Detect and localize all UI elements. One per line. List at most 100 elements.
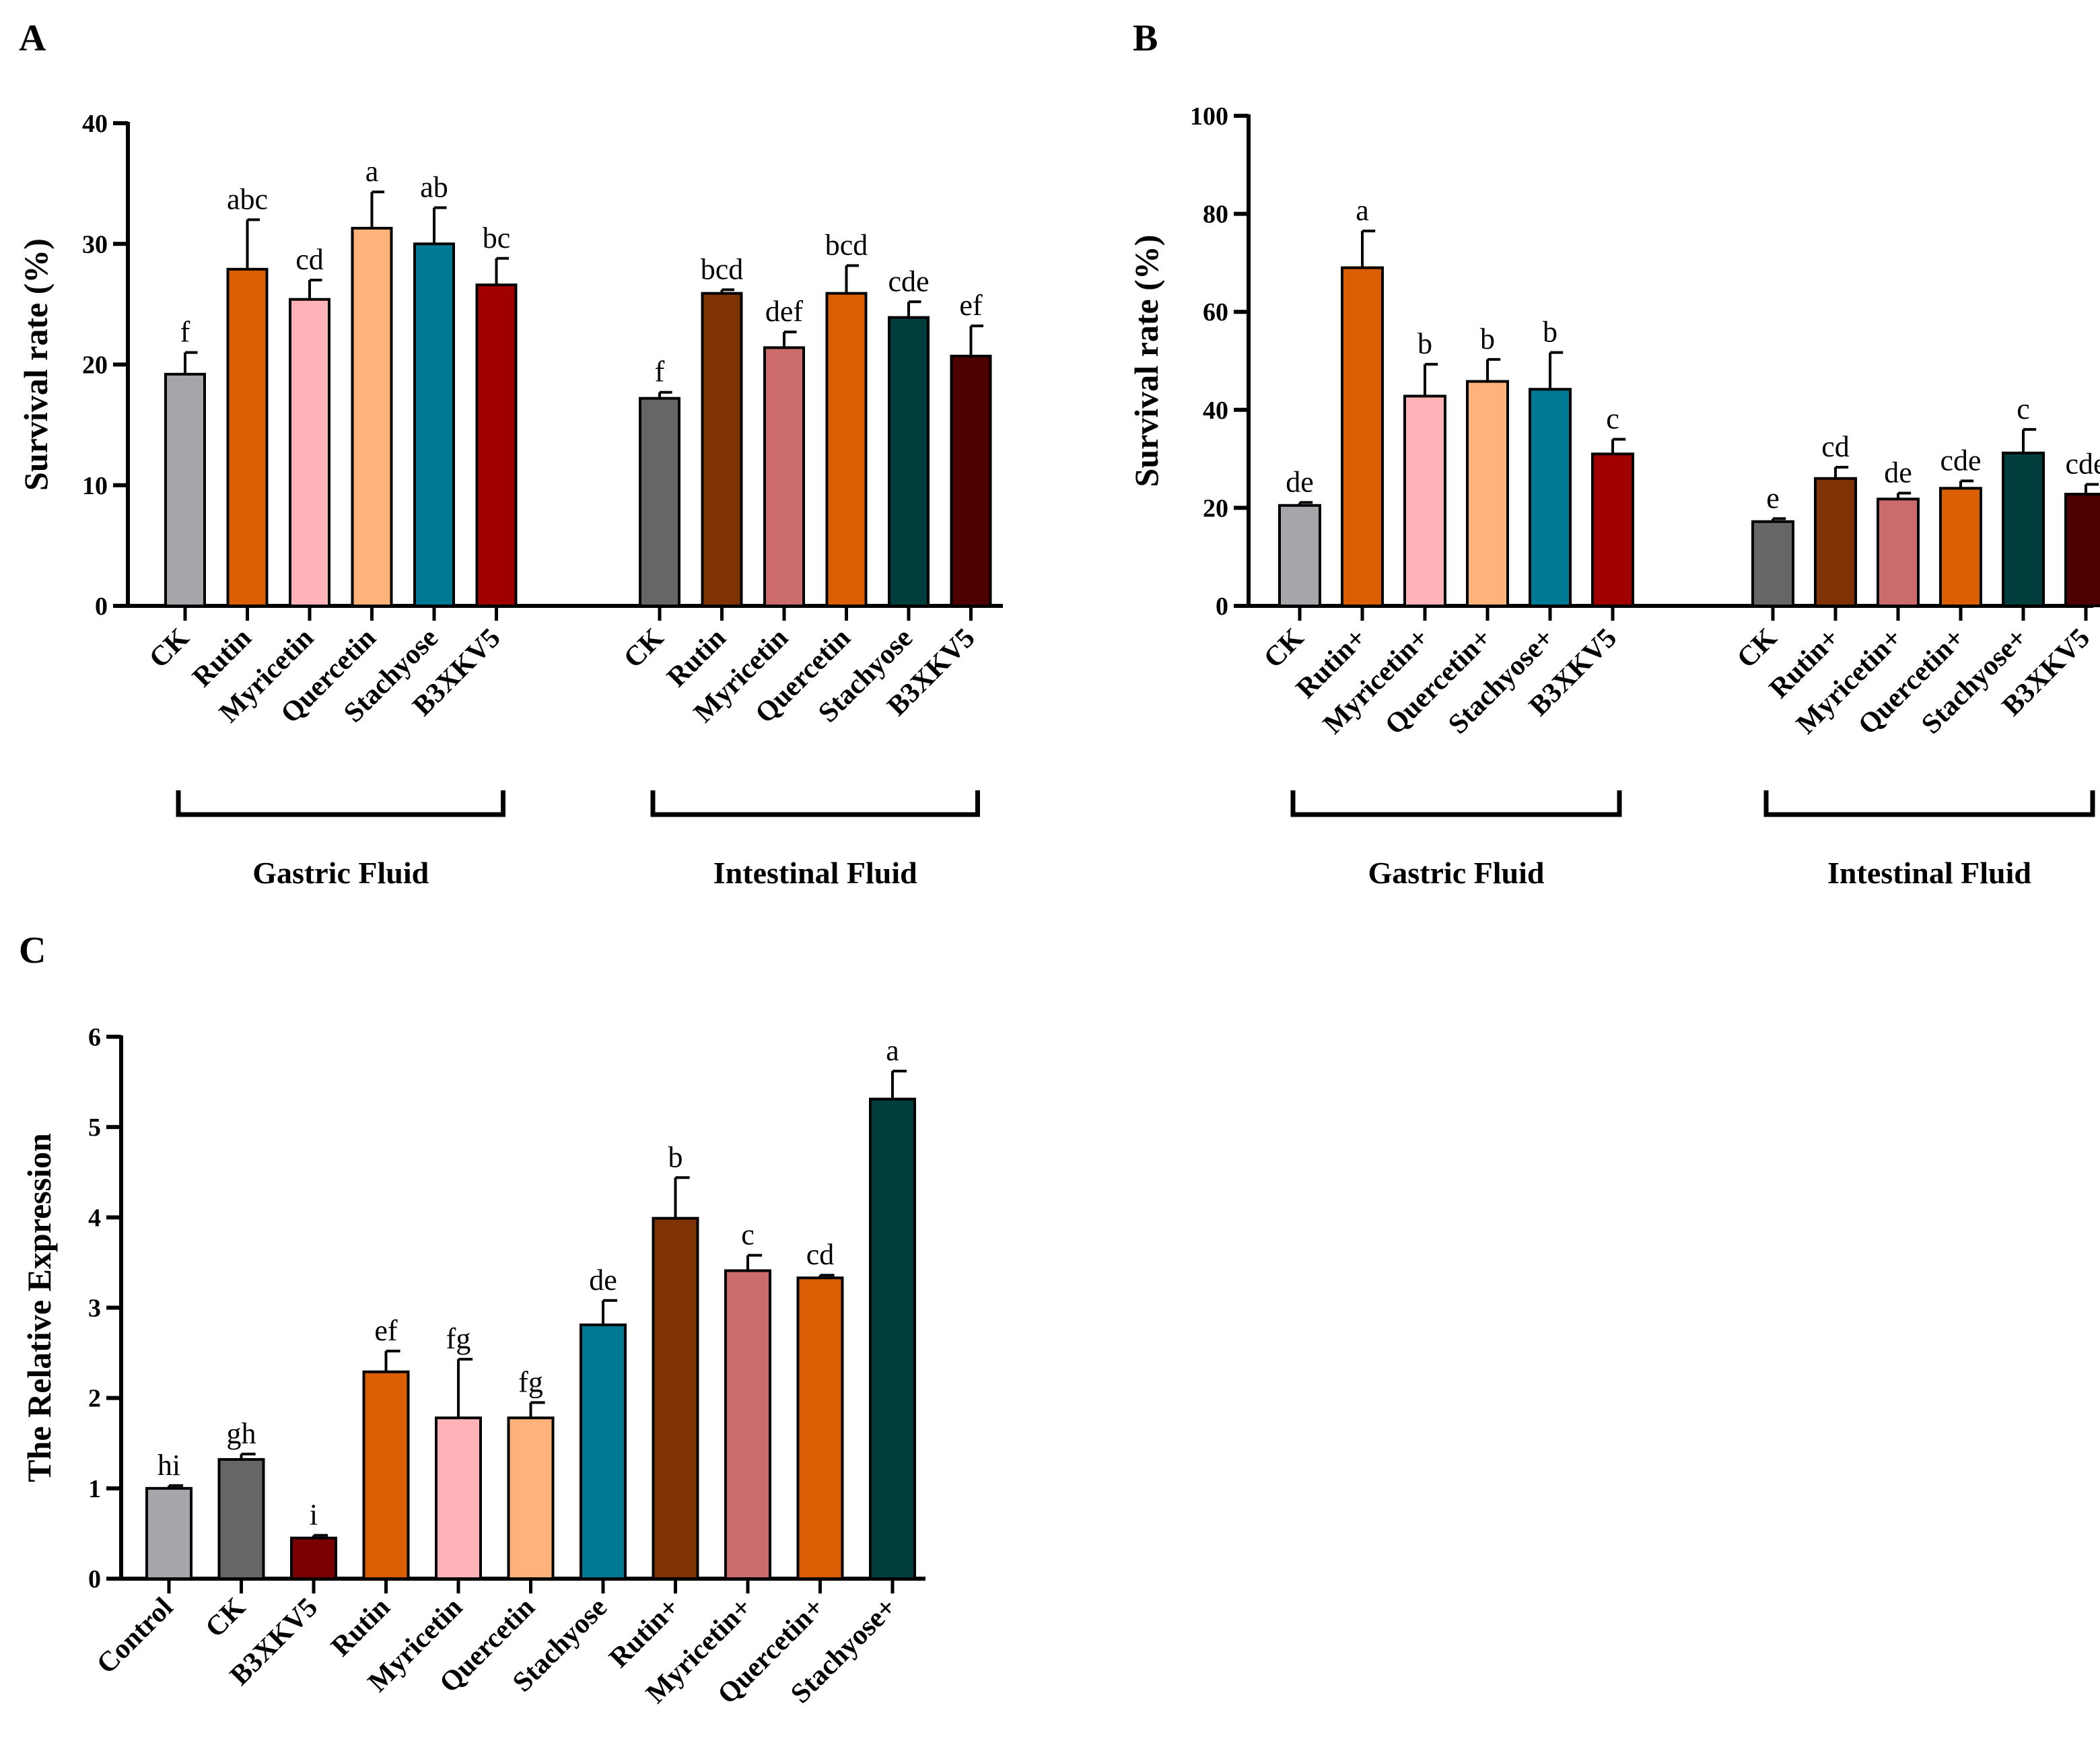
group-bracket	[650, 790, 980, 817]
bar	[1278, 504, 1321, 608]
category-label: CK	[199, 1591, 251, 1643]
panel-letter: B	[1133, 18, 1158, 59]
significance-label: f	[655, 355, 665, 388]
bar	[164, 372, 206, 608]
category-label: Control	[91, 1592, 179, 1680]
bar	[652, 1216, 699, 1581]
group-bracket	[1290, 790, 1622, 817]
bar	[435, 1416, 482, 1581]
significance-label: def	[765, 295, 804, 328]
y-tick-label: 6	[88, 1023, 101, 1052]
significance-label: cde	[1940, 444, 1981, 477]
bar	[1751, 520, 1794, 607]
y-tick-label: 100	[1190, 102, 1228, 131]
group-label: Gastric Fluid	[1368, 856, 1545, 890]
group-bracket	[1763, 790, 2095, 817]
category-label: CK	[618, 622, 670, 674]
bar	[289, 298, 330, 607]
bar	[796, 1276, 844, 1580]
y-tick-label: 20	[1203, 494, 1228, 522]
significance-label: c	[1606, 402, 1619, 435]
bar	[1341, 266, 1384, 607]
bar	[888, 316, 930, 607]
bar	[1591, 452, 1634, 607]
bar	[701, 291, 743, 607]
category-label: CK	[143, 622, 195, 674]
significance-label: ef	[959, 289, 983, 322]
y-tick-label: 20	[82, 351, 108, 380]
y-tick-label: 1	[88, 1475, 101, 1503]
significance-label: de	[1286, 465, 1314, 498]
y-tick-label: 5	[88, 1113, 101, 1142]
significance-label: i	[310, 1499, 318, 1532]
bar	[507, 1416, 555, 1581]
bar	[217, 1457, 265, 1580]
bar	[475, 283, 518, 607]
bar	[1403, 394, 1446, 608]
significance-label: b	[1418, 327, 1432, 360]
significance-label: cd	[295, 243, 324, 276]
significance-label: e	[1766, 481, 1780, 514]
significance-label: b	[668, 1140, 683, 1173]
significance-label: fg	[446, 1322, 471, 1355]
y-tick-label: 2	[88, 1385, 101, 1413]
significance-label: de	[589, 1264, 617, 1297]
y-tick-label: 30	[82, 230, 108, 259]
y-tick-label: 80	[1203, 201, 1228, 229]
group-label: Intestinal Fluid	[713, 856, 917, 890]
bar	[145, 1486, 193, 1580]
significance-label: b	[1480, 322, 1495, 355]
significance-label: cde	[888, 265, 929, 298]
bar	[1877, 497, 1920, 608]
bar	[869, 1097, 916, 1580]
panel-letter: A	[19, 18, 46, 59]
y-tick-label: 60	[1203, 298, 1228, 327]
bar	[362, 1370, 410, 1580]
bar	[639, 397, 680, 607]
y-tick-label: 4	[88, 1204, 101, 1232]
bar	[290, 1536, 337, 1580]
bar	[351, 226, 393, 607]
y-tick-label: 40	[82, 110, 108, 138]
significance-label: de	[1884, 456, 1912, 489]
significance-label: fg	[518, 1365, 543, 1398]
significance-label: cd	[806, 1238, 835, 1271]
y-axis-title: The Relative Expression	[20, 1133, 58, 1482]
significance-label: bc	[483, 221, 511, 254]
bar	[950, 354, 992, 607]
bar	[1939, 487, 1982, 608]
bar	[763, 346, 805, 608]
group-bracket	[176, 790, 505, 817]
bar	[1529, 388, 1572, 607]
group-label: Intestinal Fluid	[1827, 856, 2031, 890]
significance-label: c	[741, 1218, 755, 1251]
y-tick-label: 3	[88, 1295, 101, 1323]
significance-label: gh	[227, 1417, 256, 1450]
significance-label: cd	[1821, 430, 1850, 463]
bar	[413, 242, 455, 607]
category-label: CK	[1731, 622, 1783, 674]
bar	[580, 1323, 627, 1581]
bar	[2064, 493, 2100, 607]
significance-label: a	[365, 155, 379, 188]
significance-label: c	[2017, 392, 2030, 425]
y-tick-label: 0	[88, 1565, 101, 1593]
y-tick-label: 10	[82, 472, 108, 500]
y-axis-title: Survival rate (%)	[17, 238, 55, 491]
significance-label: bcd	[701, 252, 744, 285]
bar	[2002, 451, 2045, 608]
y-tick-label: 40	[1203, 397, 1228, 425]
category-label: CK	[1258, 622, 1310, 674]
bar	[724, 1269, 771, 1581]
significance-label: f	[180, 316, 190, 349]
group-label: Gastric Fluid	[252, 856, 429, 890]
significance-label: abc	[227, 182, 268, 215]
panel-letter: C	[19, 930, 46, 971]
bar	[226, 267, 269, 607]
y-tick-label: 0	[1216, 592, 1228, 621]
significance-label: cde	[2065, 447, 2100, 480]
bar	[1814, 477, 1857, 607]
